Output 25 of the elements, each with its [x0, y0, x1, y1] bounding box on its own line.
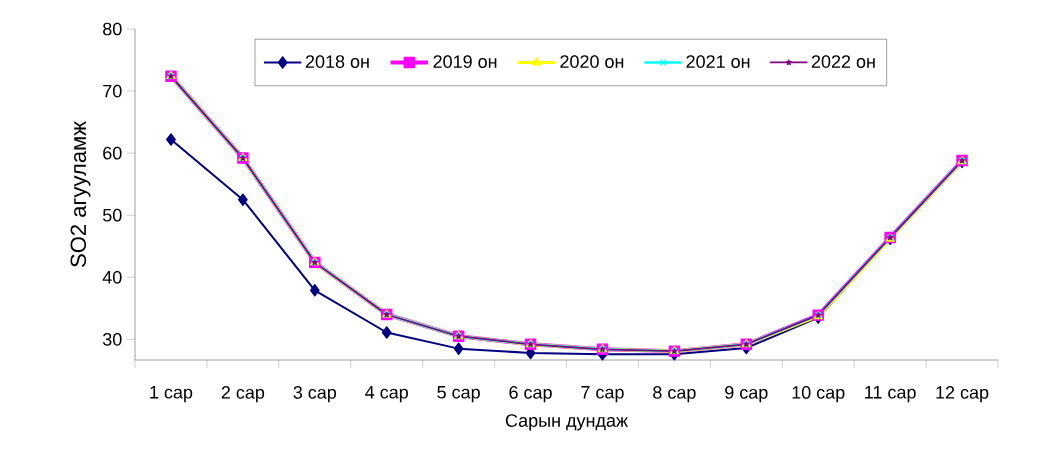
legend-label: 2020 он [560, 55, 624, 68]
x-tick-label: 6 сар [509, 386, 552, 403]
x-tick-label: 11 сар [865, 386, 916, 403]
y-axis-title: SO2 агууламж [70, 121, 91, 267]
legend-label: 2022 он [811, 55, 875, 68]
x-tick-label: 5 сар [437, 386, 480, 403]
x-tick-label: 12 сар [936, 386, 989, 403]
legend-label: 2019 он [433, 55, 497, 68]
x-tick-label: 8 сар [653, 386, 696, 403]
y-tick-label: 70 [103, 84, 122, 98]
x-tick-label: 3 сар [293, 386, 337, 403]
x-tick-label: 9 сар [725, 386, 768, 403]
y-tick-label: 30 [102, 332, 122, 346]
x-tick-label: 7 сар [581, 386, 624, 403]
x-axis-title: Сарын дундаж [505, 414, 628, 431]
y-tick-label: 40 [102, 270, 122, 284]
x-tick-label: 10 сар [792, 386, 845, 403]
y-tick-label: 50 [102, 208, 122, 222]
x-tick-label: 2 сар [221, 386, 265, 403]
x-tick-label: 4 сар [365, 386, 408, 403]
y-tick-label: 80 [103, 22, 122, 36]
y-tick-label: 60 [103, 146, 122, 160]
x-tick-label: 1 сар [150, 386, 193, 403]
legend-label: 2021 он [686, 55, 750, 68]
legend-label: 2018 он [305, 55, 369, 68]
